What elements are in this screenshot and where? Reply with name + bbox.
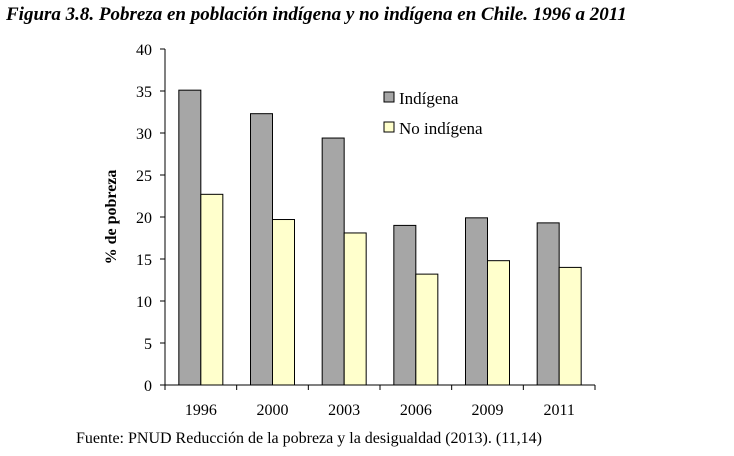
bar-no-indigena bbox=[343, 232, 367, 386]
y-tick-label: 25 bbox=[136, 168, 152, 185]
legend: Indígena No indígena bbox=[383, 89, 483, 138]
y-axis: 0 5 10 15 20 25 30 35 40 bbox=[136, 42, 166, 395]
x-tick-label: 2011 bbox=[543, 402, 574, 419]
y-tick-label: 30 bbox=[136, 126, 152, 143]
bar-no-indigena bbox=[558, 266, 582, 386]
y-tick-label: 35 bbox=[136, 84, 152, 101]
y-tick-label: 15 bbox=[136, 252, 152, 269]
x-tick-label: 2000 bbox=[257, 402, 289, 419]
legend-label: Indígena bbox=[399, 89, 459, 108]
y-tick-label: 20 bbox=[136, 210, 152, 227]
bars bbox=[178, 89, 582, 386]
bar-indigena bbox=[536, 222, 560, 386]
y-tick-label: 5 bbox=[144, 336, 152, 353]
y-axis-title: % de pobreza bbox=[103, 170, 120, 265]
bar-no-indigena bbox=[415, 273, 439, 386]
y-tick-label: 10 bbox=[136, 294, 152, 311]
bar-indigena bbox=[321, 137, 345, 386]
legend-swatch bbox=[383, 91, 395, 103]
x-axis: 1996 2000 2003 2006 2009 2011 bbox=[164, 384, 596, 419]
x-tick-label: 1996 bbox=[185, 402, 217, 419]
legend-swatch bbox=[383, 121, 395, 133]
bar-no-indigena bbox=[200, 193, 224, 386]
x-tick-label: 2009 bbox=[472, 402, 504, 419]
legend-label: No indígena bbox=[399, 119, 483, 138]
x-tick-label: 2003 bbox=[328, 402, 360, 419]
chart-title: Figura 3.8. Pobreza en población indígen… bbox=[6, 4, 627, 25]
x-tick-label: 2006 bbox=[400, 402, 432, 419]
bar-no-indigena bbox=[272, 219, 295, 386]
bar-indigena bbox=[250, 113, 273, 386]
bar-indigena bbox=[178, 89, 202, 386]
chart-source: Fuente: PNUD Reducción de la pobreza y l… bbox=[76, 430, 542, 447]
bar-indigena bbox=[465, 217, 488, 386]
y-tick-label: 40 bbox=[136, 42, 152, 59]
y-tick-label: 0 bbox=[144, 378, 152, 395]
bar-no-indigena bbox=[487, 260, 510, 386]
bar-indigena bbox=[393, 224, 417, 386]
